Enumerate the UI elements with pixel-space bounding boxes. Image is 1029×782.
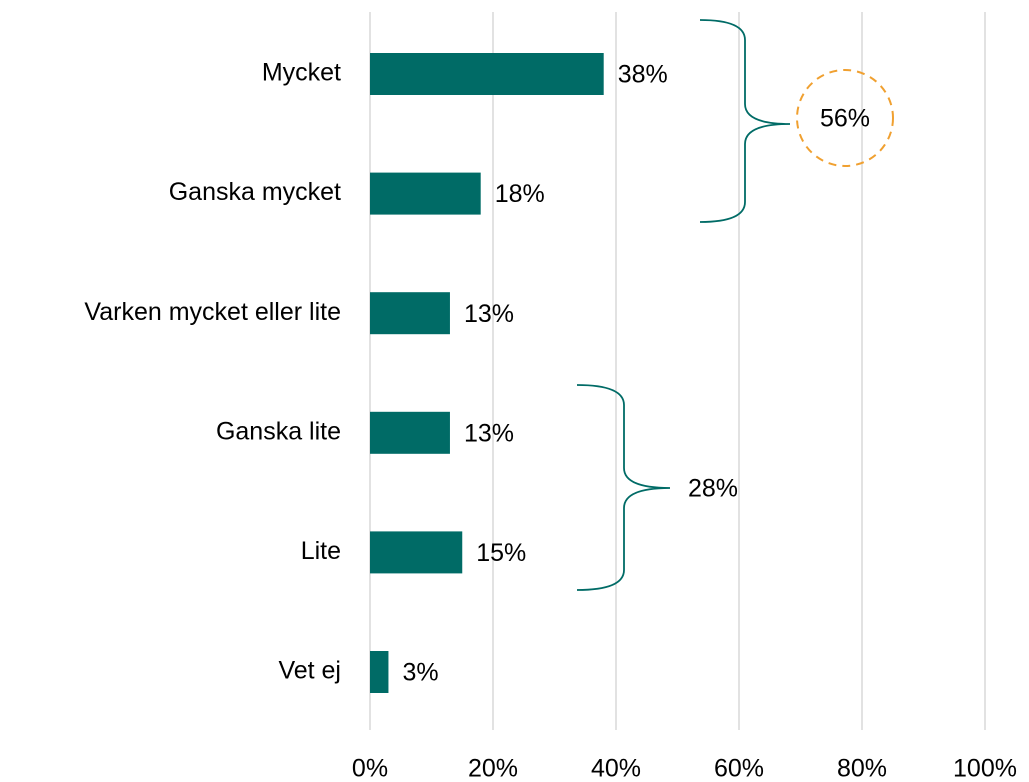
bar: [370, 292, 450, 335]
x-tick-label: 0%: [352, 755, 388, 782]
y-tick-label: Vet ej: [278, 657, 341, 685]
data-label: 38%: [618, 61, 668, 89]
y-tick-label: Lite: [301, 537, 341, 565]
y-tick-label: Mycket: [262, 59, 341, 87]
x-tick-label: 40%: [591, 755, 641, 782]
y-tick-label: Ganska lite: [216, 417, 341, 445]
bar: [370, 172, 481, 215]
x-tick-label: 20%: [468, 755, 518, 782]
data-label: 13%: [464, 300, 514, 328]
y-tick-label: Varken mycket eller lite: [84, 298, 341, 326]
y-tick-label: Ganska mycket: [169, 178, 341, 206]
group-total: 28%: [688, 475, 738, 503]
x-tick-label: 100%: [953, 755, 1017, 782]
x-tick-label: 60%: [714, 755, 764, 782]
bar: [370, 411, 450, 454]
data-label: 15%: [476, 539, 526, 567]
x-tick-label: 80%: [837, 755, 887, 782]
bar: [370, 531, 463, 574]
data-label: 13%: [464, 419, 514, 447]
highlight-circle: [796, 69, 894, 167]
group-total: 56%: [820, 105, 870, 133]
brace-upper: [699, 19, 791, 223]
data-label: 3%: [402, 659, 438, 687]
data-label: 18%: [495, 180, 545, 208]
bar: [370, 651, 389, 693]
brace-lower: [576, 384, 671, 591]
bar: [370, 53, 604, 95]
